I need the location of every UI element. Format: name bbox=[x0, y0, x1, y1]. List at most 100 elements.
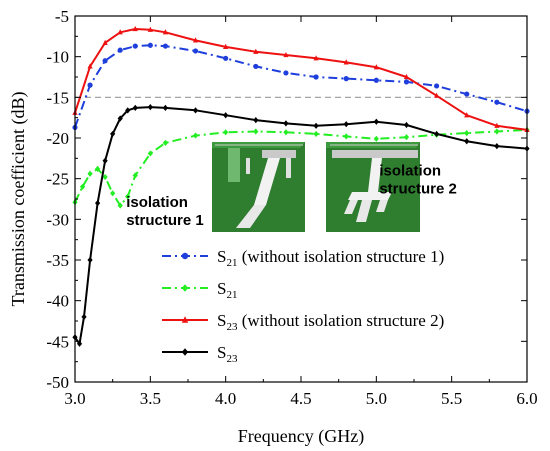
legend-marker bbox=[181, 252, 189, 260]
data-point bbox=[192, 132, 199, 139]
x-tick-label: 6.0 bbox=[516, 389, 537, 408]
data-point bbox=[343, 59, 349, 65]
y-tick-label: -45 bbox=[46, 332, 69, 351]
x-tick-label: 3.5 bbox=[140, 389, 161, 408]
data-point bbox=[223, 129, 229, 136]
data-point bbox=[343, 121, 349, 128]
data-point bbox=[434, 83, 440, 89]
data-point bbox=[494, 143, 500, 150]
legend-entry: S23 bbox=[162, 343, 238, 365]
annotation-text: isolation bbox=[379, 162, 441, 179]
data-point bbox=[79, 183, 86, 190]
y-axis-title: Transmission coefficient (dB) bbox=[8, 92, 29, 307]
x-axis-title: Frequency (GHz) bbox=[238, 426, 364, 447]
isolation-structure-1-inset-image bbox=[212, 142, 305, 232]
data-point bbox=[283, 51, 289, 58]
y-tick-label: -40 bbox=[46, 292, 69, 311]
legend-marker bbox=[181, 348, 189, 356]
data-point bbox=[147, 103, 153, 111]
legend-marker bbox=[181, 316, 189, 323]
series-line bbox=[74, 28, 528, 131]
y-tick-label: -25 bbox=[46, 170, 69, 189]
data-point bbox=[494, 128, 500, 135]
data-point bbox=[373, 135, 379, 142]
series-line bbox=[74, 106, 528, 345]
isolation-structure-2-inset-image bbox=[326, 142, 420, 232]
antenna-structure-insets bbox=[212, 142, 420, 232]
data-point bbox=[125, 193, 131, 200]
x-tick-label: 4.5 bbox=[290, 389, 311, 408]
data-point bbox=[464, 112, 470, 118]
annotation-text: isolation bbox=[126, 194, 188, 211]
data-point bbox=[132, 104, 138, 112]
x-tick-label: 5.5 bbox=[441, 389, 462, 408]
data-point bbox=[464, 138, 470, 145]
data-point bbox=[434, 130, 440, 138]
data-point bbox=[132, 25, 138, 32]
data-point bbox=[313, 130, 319, 138]
data-point bbox=[110, 190, 116, 197]
data-point bbox=[403, 73, 410, 80]
data-point bbox=[494, 99, 500, 105]
data-point bbox=[223, 112, 229, 119]
series-s23 bbox=[72, 103, 530, 347]
data-point bbox=[343, 133, 349, 140]
data-point bbox=[223, 55, 229, 61]
data-point bbox=[343, 76, 349, 82]
data-point bbox=[494, 122, 500, 128]
data-point bbox=[283, 70, 289, 76]
legend-label: S21 bbox=[217, 279, 237, 301]
data-point bbox=[434, 92, 440, 98]
annotation-text: structure 2 bbox=[379, 180, 457, 197]
legend-entry: S21 bbox=[162, 279, 237, 301]
data-point bbox=[95, 165, 101, 173]
data-point bbox=[253, 63, 259, 70]
x-tick-label: 4.0 bbox=[215, 389, 236, 408]
data-point bbox=[373, 77, 379, 83]
data-point bbox=[313, 122, 319, 129]
data-point bbox=[87, 82, 93, 88]
data-point bbox=[464, 91, 470, 97]
data-point bbox=[162, 139, 168, 146]
data-point bbox=[87, 170, 93, 177]
data-point bbox=[117, 115, 123, 122]
series-s21-without-structure bbox=[72, 42, 530, 131]
data-point bbox=[125, 107, 131, 114]
data-point bbox=[223, 43, 229, 50]
data-point bbox=[102, 39, 108, 45]
data-point bbox=[253, 117, 259, 124]
data-point bbox=[76, 340, 83, 347]
series-s21 bbox=[72, 126, 530, 209]
legend-label: S23 (without isolation structure 2) bbox=[217, 311, 444, 333]
data-point bbox=[147, 26, 153, 32]
data-point bbox=[162, 43, 168, 49]
legend-label: S21 (without isolation structure 1) bbox=[217, 247, 444, 269]
data-point bbox=[162, 29, 168, 35]
legend-marker bbox=[181, 284, 189, 292]
y-tick-label: -30 bbox=[46, 210, 69, 229]
y-tick-label: -35 bbox=[46, 251, 69, 270]
data-point bbox=[403, 134, 410, 141]
legend-entry: S23 (without isolation structure 2) bbox=[162, 311, 444, 333]
data-point bbox=[117, 29, 123, 35]
data-point bbox=[192, 48, 199, 54]
data-point bbox=[192, 107, 199, 114]
legend-entry: S21 (without isolation structure 1) bbox=[162, 247, 444, 269]
annotation-text: structure 1 bbox=[126, 212, 204, 229]
data-point bbox=[373, 118, 379, 125]
series-s23-without-structure bbox=[72, 25, 530, 132]
data-point bbox=[87, 256, 93, 264]
data-point bbox=[81, 313, 87, 321]
x-tick-label: 3.0 bbox=[64, 389, 85, 408]
y-tick-label: -15 bbox=[46, 88, 69, 107]
data-point bbox=[373, 64, 379, 70]
data-point bbox=[102, 157, 108, 164]
data-point bbox=[283, 120, 289, 127]
data-point bbox=[117, 202, 123, 209]
data-point bbox=[403, 121, 410, 129]
data-point bbox=[132, 43, 138, 49]
data-point bbox=[162, 104, 168, 112]
